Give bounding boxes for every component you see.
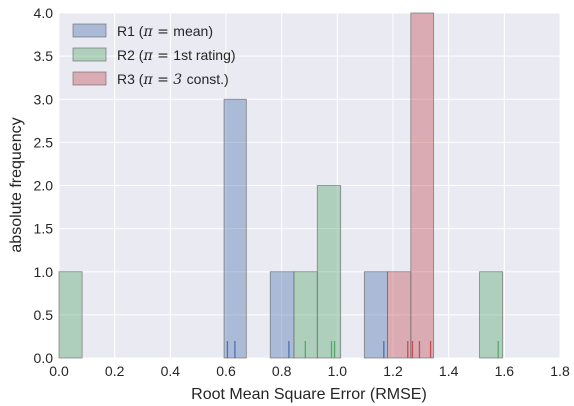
y-tick-label: 2.5: [34, 134, 54, 150]
legend-label-r2: R2 (π = 1st rating): [117, 47, 236, 64]
x-tick-labels: 0.0 0.2 0.4 0.6 0.8 1.0 1.2 1.4 1.6 1.8: [49, 363, 570, 379]
x-tick-label: 0.2: [105, 363, 125, 379]
legend: R1 (π = mean) R2 (π = 1st rating) R3 (π = …: [72, 23, 236, 88]
y-tick-label: 0.0: [34, 350, 54, 366]
x-tick-label: 0.4: [161, 363, 181, 379]
x-tick-label: 0.0: [49, 363, 69, 379]
histogram-bars: [58, 12, 504, 359]
x-tick-label: 0.8: [272, 363, 292, 379]
y-tick-label: 1.5: [34, 221, 54, 237]
x-tick-label: 1.2: [383, 363, 403, 379]
x-axis-label: Root Mean Square Error (RMSE): [191, 386, 427, 403]
y-axis-label: absolute frequency: [8, 117, 25, 252]
bar-r1: [223, 98, 247, 359]
y-tick-label: 3.5: [34, 48, 54, 64]
x-tick-label: 1.0: [328, 363, 348, 379]
bar-r2: [479, 271, 504, 359]
y-tick-label: 2.0: [34, 178, 54, 194]
y-tick-label: 4.0: [34, 5, 54, 21]
x-tick-label: 0.6: [216, 363, 236, 379]
x-tick-label: 1.6: [495, 363, 515, 379]
bar-r1: [269, 271, 295, 359]
y-tick-label: 3.0: [34, 91, 54, 107]
bar-r2: [58, 271, 83, 359]
y-tick-labels: 0.0 0.5 1.0 1.5 2.0 2.5 3.0 3.5 4.0: [34, 5, 54, 366]
y-tick-label: 1.0: [34, 264, 54, 280]
bar-r3: [410, 12, 435, 359]
x-tick-label: 1.8: [550, 363, 570, 379]
bar-r2: [316, 185, 342, 359]
legend-label-r3: R3 (π = 3 const.): [117, 71, 229, 88]
legend-label-r1: R1 (π = mean): [117, 23, 213, 40]
x-tick-label: 1.4: [439, 363, 459, 379]
y-tick-label: 0.5: [34, 307, 54, 323]
legend-swatch-r3: [72, 71, 107, 86]
legend-swatch-r2: [72, 47, 107, 62]
legend-swatch-r1: [72, 23, 107, 38]
rug-marks: [226, 341, 499, 358]
